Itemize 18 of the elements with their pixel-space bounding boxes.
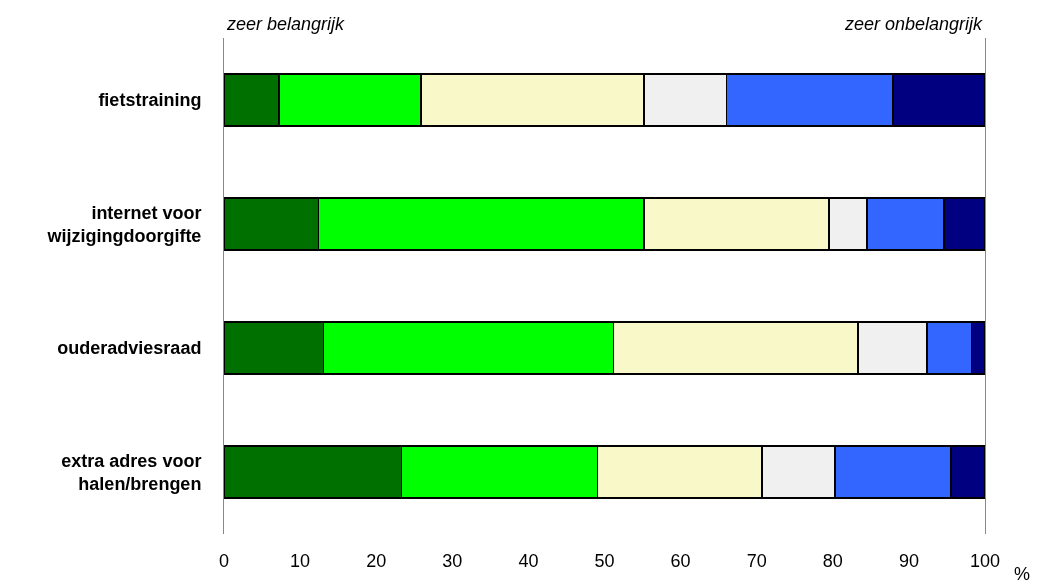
text: zeer onbelangrijk <box>844 14 984 34</box>
x-tick-label: 100 <box>969 551 1001 571</box>
y-tick-label: extra adres voor halen/brengen <box>61 450 202 494</box>
x-tick-label: 10 <box>290 551 311 571</box>
x-tick-label: 90 <box>898 551 919 571</box>
x-tick-label: 70 <box>746 551 767 571</box>
x-tick-label: 0 <box>218 551 230 571</box>
y-tick-label: ouderadviesraad <box>57 338 202 359</box>
text: zeer belangrijk <box>226 14 346 34</box>
x-tick-label: 50 <box>594 551 615 571</box>
x-tick-label: 20 <box>366 551 387 571</box>
y-tick-label: fietstraining <box>98 90 202 111</box>
x-axis-title: % <box>1014 564 1031 584</box>
x-tick-label: 40 <box>518 551 539 571</box>
x-tick-label: 80 <box>822 551 843 571</box>
x-tick-label: 30 <box>442 551 463 571</box>
y-tick-label: internet voor wijzigingdoorgifte <box>46 202 202 246</box>
x-tick-label: 60 <box>670 551 691 571</box>
